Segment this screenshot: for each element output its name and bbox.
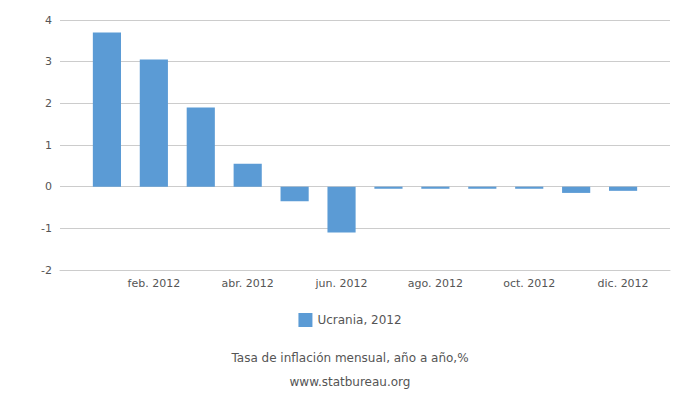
svg-text:-1: -1: [41, 222, 52, 235]
svg-text:-2: -2: [41, 264, 52, 277]
svg-text:dic. 2012: dic. 2012: [598, 277, 649, 290]
svg-text:jun. 2012: jun. 2012: [315, 277, 368, 290]
svg-text:1: 1: [45, 139, 52, 152]
svg-text:oct. 2012: oct. 2012: [503, 277, 555, 290]
svg-text:4: 4: [45, 14, 52, 27]
svg-text:0: 0: [45, 180, 52, 193]
svg-text:Ucrania, 2012: Ucrania, 2012: [317, 313, 401, 327]
svg-text:abr. 2012: abr. 2012: [222, 277, 274, 290]
svg-text:2: 2: [45, 97, 52, 110]
svg-text:ago. 2012: ago. 2012: [408, 277, 463, 290]
svg-text:feb. 2012: feb. 2012: [128, 277, 181, 290]
svg-text:3: 3: [45, 55, 52, 68]
svg-text:Tasa de inflación mensual, año: Tasa de inflación mensual, año a año,%: [230, 351, 468, 365]
svg-text:www.statbureau.org: www.statbureau.org: [290, 375, 411, 389]
